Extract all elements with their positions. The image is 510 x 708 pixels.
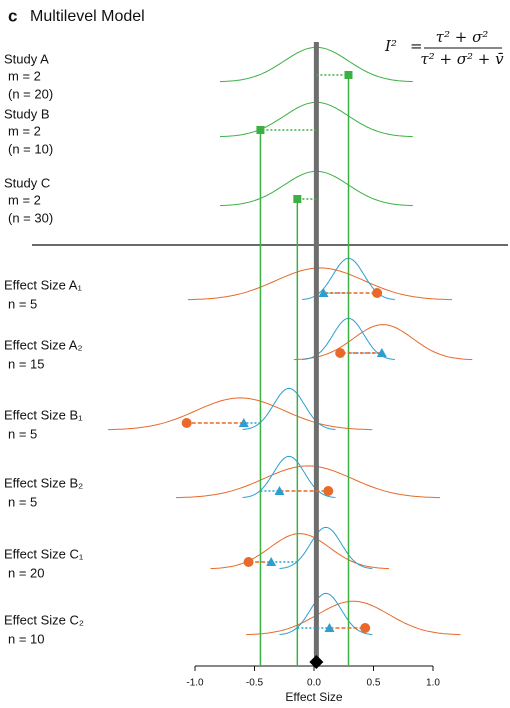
triangle-curve <box>242 387 336 430</box>
circle-curve <box>210 533 390 570</box>
circle-marker <box>181 418 192 428</box>
study-m: m = 2 <box>8 192 41 207</box>
effect-n: n = 10 <box>8 631 45 646</box>
study-marker <box>344 71 353 79</box>
effect-n: n = 5 <box>8 426 37 441</box>
triangle-marker <box>266 557 277 566</box>
effect-label: Effect Size C₁ <box>4 546 84 561</box>
circle-marker <box>243 557 254 567</box>
x-axis-label: Effect Size <box>285 690 342 704</box>
circle-curve <box>187 267 452 301</box>
triangle-marker <box>324 623 335 632</box>
panel-label: c <box>8 6 17 25</box>
circle-marker <box>335 348 346 358</box>
circle-marker <box>323 486 334 496</box>
circle-curve <box>293 324 473 361</box>
chart-title: Multilevel Model <box>30 8 145 25</box>
formula-lhs: I² <box>384 37 397 55</box>
circle-marker <box>360 623 371 633</box>
formula-equals: = <box>410 37 423 55</box>
triangle-marker <box>238 418 249 427</box>
study-marker <box>256 126 265 134</box>
triangle-curve <box>279 592 373 635</box>
study-n: (n = 30) <box>8 210 53 225</box>
x-tick-label: 1.0 <box>426 678 440 689</box>
effect-n: n = 5 <box>8 494 37 509</box>
study-m: m = 2 <box>8 68 41 83</box>
effect-label: Effect Size A₁ <box>4 277 82 292</box>
overall-diamond <box>309 655 324 669</box>
effect-n: n = 15 <box>8 356 45 371</box>
effect-label: Effect Size B₁ <box>4 407 83 422</box>
effect-label: Effect Size C₂ <box>4 612 84 627</box>
circle-marker <box>372 288 383 298</box>
triangle-curve <box>279 526 373 569</box>
formula-numerator: τ² + σ² <box>436 28 489 46</box>
study-n: (n = 20) <box>8 86 53 101</box>
x-tick-label: 0.0 <box>307 678 321 689</box>
triangle-marker <box>318 288 329 297</box>
study-m: m = 2 <box>8 123 41 138</box>
triangle-marker <box>274 486 285 495</box>
effect-n: n = 20 <box>8 565 45 580</box>
effect-label: Effect Size B₂ <box>4 475 83 490</box>
circle-curve <box>176 465 441 499</box>
study-n: (n = 10) <box>8 141 53 156</box>
circle-curve <box>246 600 461 636</box>
triangle-marker <box>376 348 387 357</box>
study-label: Study A <box>4 51 49 66</box>
x-tick-label: -0.5 <box>246 678 264 689</box>
study-label: Study C <box>4 175 50 190</box>
x-tick-label: -1.0 <box>186 678 204 689</box>
study-marker <box>293 195 302 203</box>
x-tick-label: 0.5 <box>367 678 381 689</box>
study-label: Study B <box>4 106 50 121</box>
circle-curve <box>108 397 373 431</box>
effect-n: n = 5 <box>8 296 37 311</box>
formula-denominator: τ² + σ² + v̄ <box>420 50 504 68</box>
triangle-curve <box>242 455 336 498</box>
effect-label: Effect Size A₂ <box>4 337 83 352</box>
